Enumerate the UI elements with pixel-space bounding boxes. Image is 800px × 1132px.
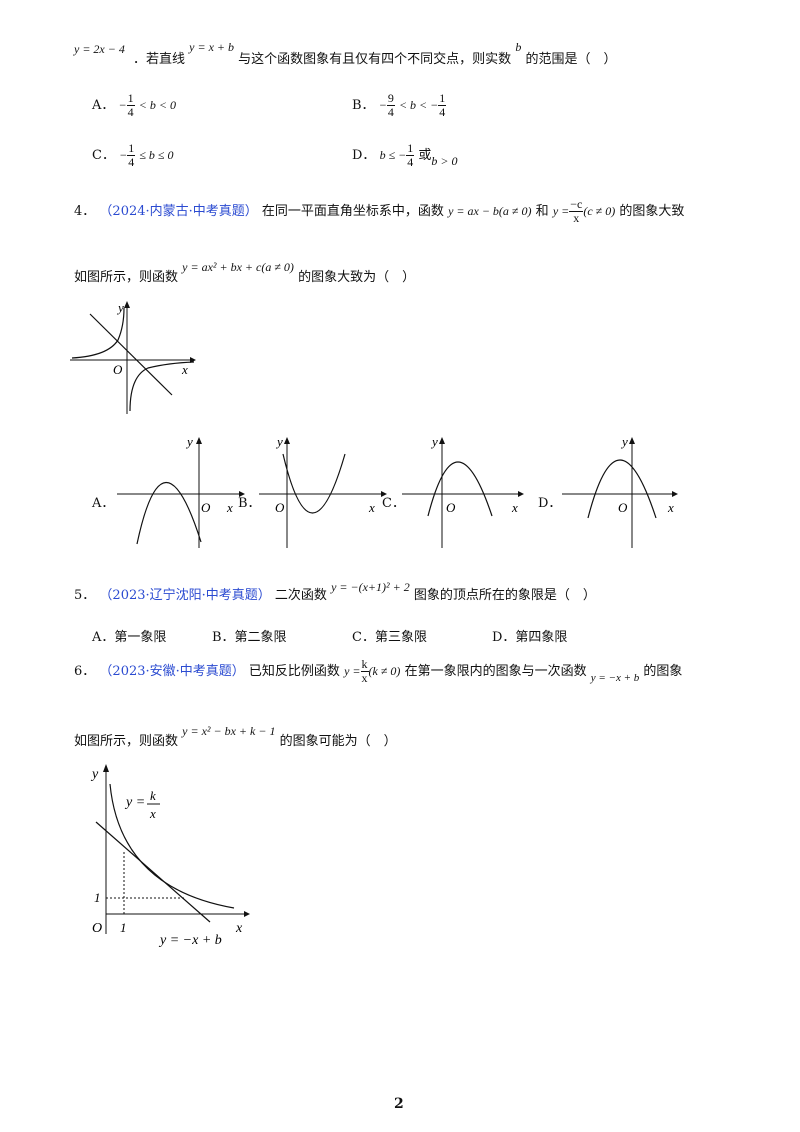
svg-text:x: x <box>667 500 674 515</box>
q4-option-b[interactable]: B． <box>238 496 261 511</box>
svg-text:O: O <box>618 500 628 515</box>
q4-option-d[interactable]: D． <box>538 496 562 511</box>
svg-text:y = −x + b: y = −x + b <box>158 933 222 948</box>
q3-expr-yxb: y = x + b <box>189 40 235 54</box>
q6-number: 6． <box>74 664 96 679</box>
q4-option-c[interactable]: C． <box>382 496 405 511</box>
svg-text:y: y <box>185 434 193 449</box>
svg-text:y: y <box>620 434 628 449</box>
q6-expr2: y = −x + b <box>590 672 640 684</box>
q4-option-a[interactable]: A． <box>92 496 115 511</box>
q4-o-label: O <box>113 362 123 377</box>
q4-graph-d: y x O <box>562 434 678 548</box>
q3-option-c[interactable]: C． −1 4 ≤ b ≤ 0 <box>92 141 174 169</box>
q3-text-c: 的范围是（ ） <box>525 52 617 67</box>
q6-line1: 6． （2023·安徽·中考真题） 已知反比例函数 y = k x (k ≠ 0) 在… <box>74 657 683 685</box>
q3-option-d[interactable]: D． b ≤ −1 4 或b > 0 <box>352 141 458 169</box>
q6-graph: y x O 1 1 y = k x y = −x + b <box>90 764 250 948</box>
svg-text:x: x <box>368 500 375 515</box>
svg-text:x: x <box>235 921 243 936</box>
svg-text:y =: y = <box>124 795 145 810</box>
q4-expr1: y = ax − b(a ≠ 0) <box>448 204 532 218</box>
q5-source: （2023·辽宁沈阳·中考真题） <box>99 588 271 603</box>
q4-number: 4． <box>74 204 96 219</box>
q3-line1: y = 2x − 4 ．若直线 y = x + b 与这个函数图象有且仅有四个不… <box>74 38 616 67</box>
svg-text:O: O <box>92 921 102 936</box>
page-number: 2 <box>394 1096 404 1112</box>
svg-text:1: 1 <box>94 890 101 905</box>
svg-text:x: x <box>511 500 518 515</box>
q4-main-graph: y x O <box>70 300 196 414</box>
svg-text:y: y <box>275 434 283 449</box>
q3-option-b[interactable]: B． −9 4 < b < −1 4 <box>352 91 447 119</box>
q5-option-c[interactable]: C．第三象限 <box>352 630 427 645</box>
q4-line2-expr: y = ax² + bx + c(a ≠ 0) <box>182 260 294 274</box>
q5-number: 5． <box>74 588 96 603</box>
q5-option-d[interactable]: D．第四象限 <box>492 630 568 645</box>
q4-line2: 如图所示，则函数 y = ax² + bx + c(a ≠ 0) 的图象大致为（… <box>74 260 416 285</box>
q5-line: 5． （2023·辽宁沈阳·中考真题） 二次函数 y = −(x+1)² + 2… <box>74 580 596 603</box>
svg-text:1: 1 <box>120 920 127 935</box>
q4-x-label: x <box>181 362 188 377</box>
q4-line1: 4． （2024·内蒙古·中考真题） 在同一平面直角坐标系中，函数 y = ax… <box>74 197 685 225</box>
q4-y-label: y <box>116 300 124 315</box>
svg-text:k: k <box>150 788 156 803</box>
frac-q4: −c x <box>569 197 584 225</box>
q4-source: （2024·内蒙古·中考真题） <box>99 204 258 219</box>
q5-option-b[interactable]: B．第二象限 <box>212 630 287 645</box>
svg-text:x: x <box>226 500 233 515</box>
q6-source: （2023·安徽·中考真题） <box>99 664 245 679</box>
q6-line2: 如图所示，则函数 y = x² − bx + k − 1 的图象可能为（ ） <box>74 724 397 749</box>
q3-var-b: b <box>515 40 522 54</box>
q3-expr-y2x4: y = 2x − 4 <box>74 42 125 56</box>
q4-graph-a: y x O <box>117 434 245 548</box>
q3-text-a: ．若直线 <box>133 52 186 67</box>
q5-expr: y = −(x+1)² + 2 <box>331 580 410 594</box>
q5-option-a[interactable]: A．第一象限 <box>92 630 167 645</box>
svg-text:O: O <box>275 500 285 515</box>
svg-text:O: O <box>446 500 456 515</box>
q4-graph-c: y x O <box>402 434 524 548</box>
svg-text:y: y <box>90 767 99 782</box>
q6-line2-expr: y = x² − bx + k − 1 <box>182 724 276 738</box>
svg-text:x: x <box>149 806 156 821</box>
svg-text:y: y <box>430 434 438 449</box>
q4-graph-b: y x O <box>259 434 387 548</box>
q3-text-b: 与这个函数图象有且仅有四个不同交点，则实数 <box>238 52 512 67</box>
svg-text:O: O <box>201 500 211 515</box>
q3-option-a[interactable]: A． −1 4 < b < 0 <box>92 91 176 119</box>
